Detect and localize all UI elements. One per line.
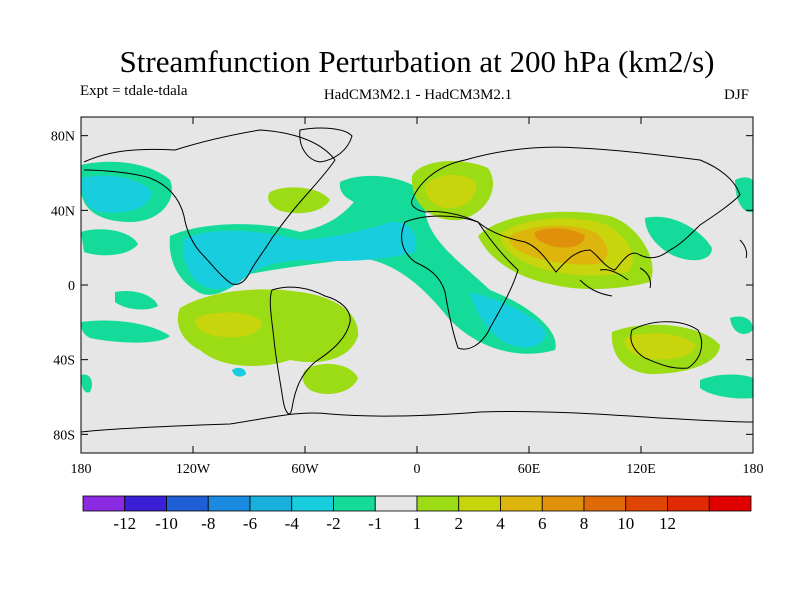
colorbar-swatch	[249, 495, 293, 512]
contour-pos-region	[302, 363, 358, 394]
colorbar-label: -2	[326, 514, 340, 533]
colorbar-swatch	[124, 495, 167, 512]
contour-pos-region	[195, 312, 262, 338]
colorbar-swatch	[333, 495, 376, 512]
season-label: DJF	[724, 87, 750, 103]
contour-neg-region	[183, 221, 417, 290]
contour-neg-region	[339, 175, 420, 210]
models-label: HadCM3M2.1 - HadCM3M2.1	[323, 87, 513, 103]
coastlines	[81, 127, 753, 433]
colorbar-swatch	[541, 495, 585, 512]
contour-neg-region	[81, 229, 138, 256]
contour-neg-region	[735, 177, 753, 213]
lon-tick-label: 120E	[626, 462, 656, 477]
colorbar-swatch	[416, 495, 460, 512]
colorbar-label: -4	[285, 514, 300, 533]
contour-neg-region	[81, 374, 92, 393]
colorbar-label: 6	[538, 514, 547, 533]
experiment-label: Expt = tdale-tdala	[80, 83, 188, 99]
contour-neg-region	[645, 216, 712, 261]
colorbar-swatch	[374, 495, 418, 512]
contour-pos-region	[177, 289, 359, 366]
lon-tick-label: 60W	[291, 462, 319, 477]
map-background	[81, 117, 753, 453]
coastline-north-america	[83, 129, 336, 285]
longitude-axis: 180 120W 60W 0 60E 120E 180	[71, 117, 764, 477]
coastline-australia	[630, 321, 703, 369]
coastline-south-america	[269, 286, 351, 415]
contour-fields	[81, 161, 753, 399]
latitude-axis: 80N 40N 0 40S 80S	[51, 130, 753, 443]
contour-neg-region	[700, 374, 753, 399]
contour-neg-region	[470, 292, 546, 348]
colorbar-label: -8	[201, 514, 215, 533]
colorbar-label: 2	[455, 514, 464, 533]
lon-tick-label: 0	[414, 462, 421, 477]
colorbar-swatch	[458, 495, 501, 512]
colorbar-label: -6	[243, 514, 257, 533]
coastline-islands	[579, 239, 748, 297]
colorbar-swatch	[166, 495, 209, 512]
lon-tick-label: 180	[71, 462, 92, 477]
lat-tick-label: 80N	[51, 130, 75, 145]
contour-pos-region	[624, 333, 696, 360]
lat-tick-label: 40N	[51, 204, 75, 219]
lon-tick-label: 60E	[518, 462, 541, 477]
plot-title: Streamfunction Perturbation at 200 hPa (…	[119, 44, 715, 79]
colorbar-label: 8	[580, 514, 589, 533]
colorbar-label: 1	[413, 514, 422, 533]
contour-neg-region	[81, 320, 170, 343]
coastline-greenland	[299, 127, 353, 163]
colorbar-swatch	[708, 495, 752, 512]
coastline-antarctica	[81, 410, 753, 433]
colorbar-swatch	[500, 495, 543, 512]
colorbar-label: 10	[617, 514, 634, 533]
colorbar-label: -12	[113, 514, 136, 533]
colorbar: -12 -10 -8 -6 -4 -2 -1 1 2 4 6 8 10 12	[82, 495, 752, 533]
contour-pos-region	[232, 367, 246, 377]
colorbar-label: 12	[659, 514, 676, 533]
contour-neg-region	[730, 316, 753, 334]
colorbar-label: 4	[496, 514, 505, 533]
contour-neg-region	[169, 178, 556, 354]
colorbar-swatch	[291, 495, 334, 512]
lat-tick-label: 80S	[53, 428, 75, 443]
colorbar-label: -1	[368, 514, 382, 533]
colorbar-swatch	[82, 495, 126, 512]
contour-pos-region	[424, 174, 477, 209]
lat-tick-label: 0	[68, 279, 75, 294]
contour-pos-region	[268, 187, 330, 214]
lon-tick-label: 180	[743, 462, 764, 477]
colorbar-swatch	[207, 495, 251, 512]
colorbar-swatch	[667, 495, 710, 512]
colorbar-swatch	[625, 495, 668, 512]
coastline-eurasia	[411, 146, 741, 273]
contour-neg-region	[115, 290, 158, 310]
contour-pos-region	[534, 228, 585, 248]
lon-tick-label: 120W	[176, 462, 211, 477]
colorbar-label: -10	[155, 514, 178, 533]
contour-neg-region	[81, 175, 152, 213]
colorbar-swatch	[583, 495, 627, 512]
lat-tick-label: 40S	[53, 354, 75, 369]
